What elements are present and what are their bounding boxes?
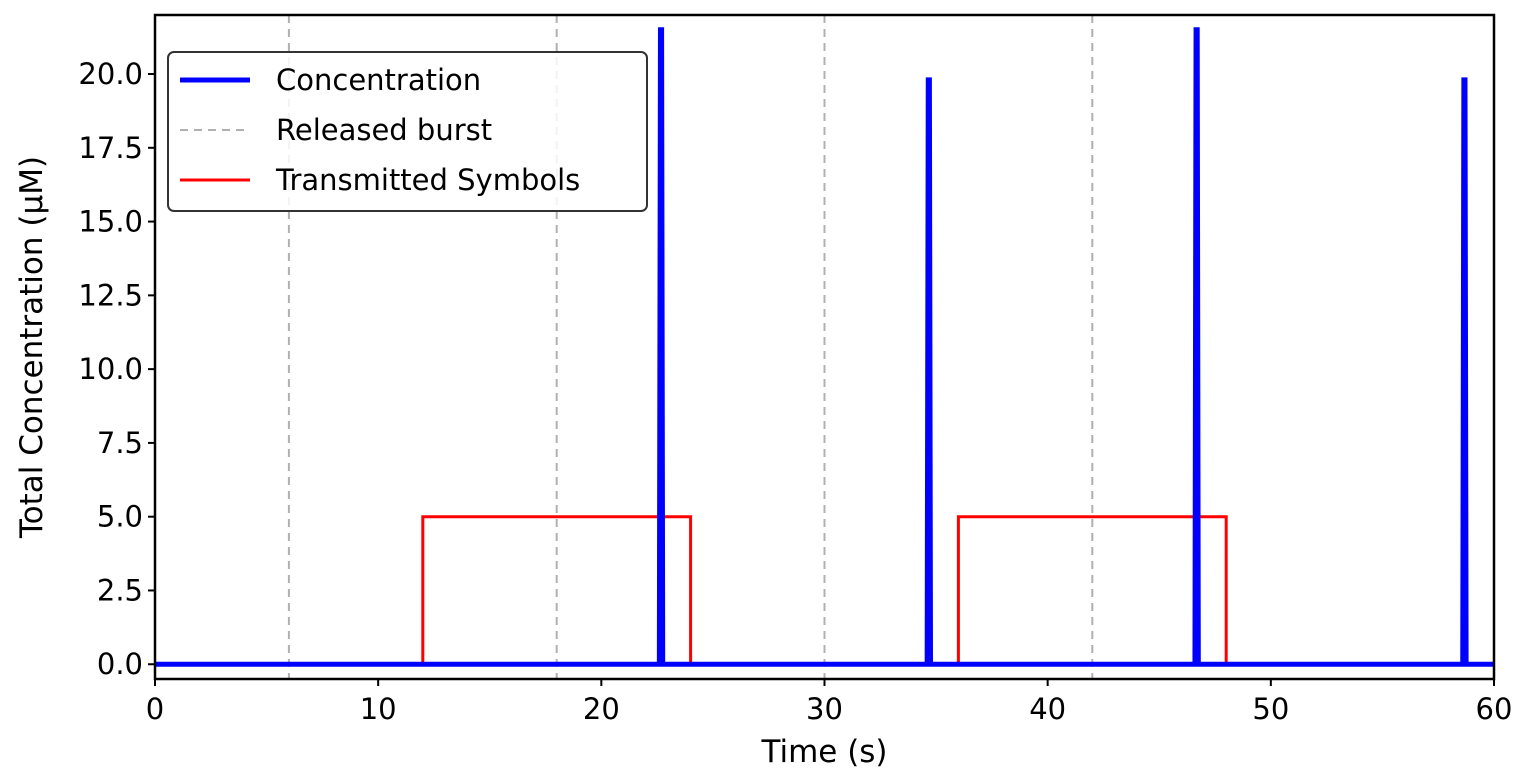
x-axis-label: Time (s) [760,734,887,770]
plot-frame [153,13,1496,681]
y-axis-label: Total Concentration (μM) [14,156,50,539]
y-tick-label: 10.0 [78,352,143,386]
y-tick-label: 2.5 [97,573,143,607]
y-tick-label: 7.5 [97,426,143,460]
x-tick-label: 30 [806,692,843,726]
y-tick-label: 15.0 [78,205,143,239]
y-tick-label: 5.0 [97,500,143,534]
concentration-line [155,27,1494,667]
y-tick-label: 20.0 [78,57,143,91]
x-tick-label: 0 [146,692,164,726]
legend-box [167,51,648,212]
x-tick-label: 20 [583,692,620,726]
series-layer [155,15,1494,679]
legend-label-concentration: Concentration [276,63,481,97]
x-tick-label: 50 [1252,692,1289,726]
y-tick-label: 0.0 [97,647,143,681]
x-tick-label: 60 [1476,692,1513,726]
x-tick-label: 10 [360,692,397,726]
legend-label-transmitted-symbols: Transmitted Symbols [275,163,580,197]
y-tick-label: 12.5 [78,278,143,312]
x-tick-label: 40 [1029,692,1066,726]
y-tick-labels: 0.0 2.5 5.0 7.5 10.0 12.5 15.0 17.5 20.0 [78,57,143,681]
y-tick-label: 17.5 [78,131,143,165]
x-tick-labels: 0 10 20 30 40 50 60 [146,692,1513,726]
legend-label-released-burst: Released burst [276,113,492,147]
transmitted-symbols-line [155,515,1228,666]
legend: Concentration Released burst Transmitted… [167,51,648,212]
